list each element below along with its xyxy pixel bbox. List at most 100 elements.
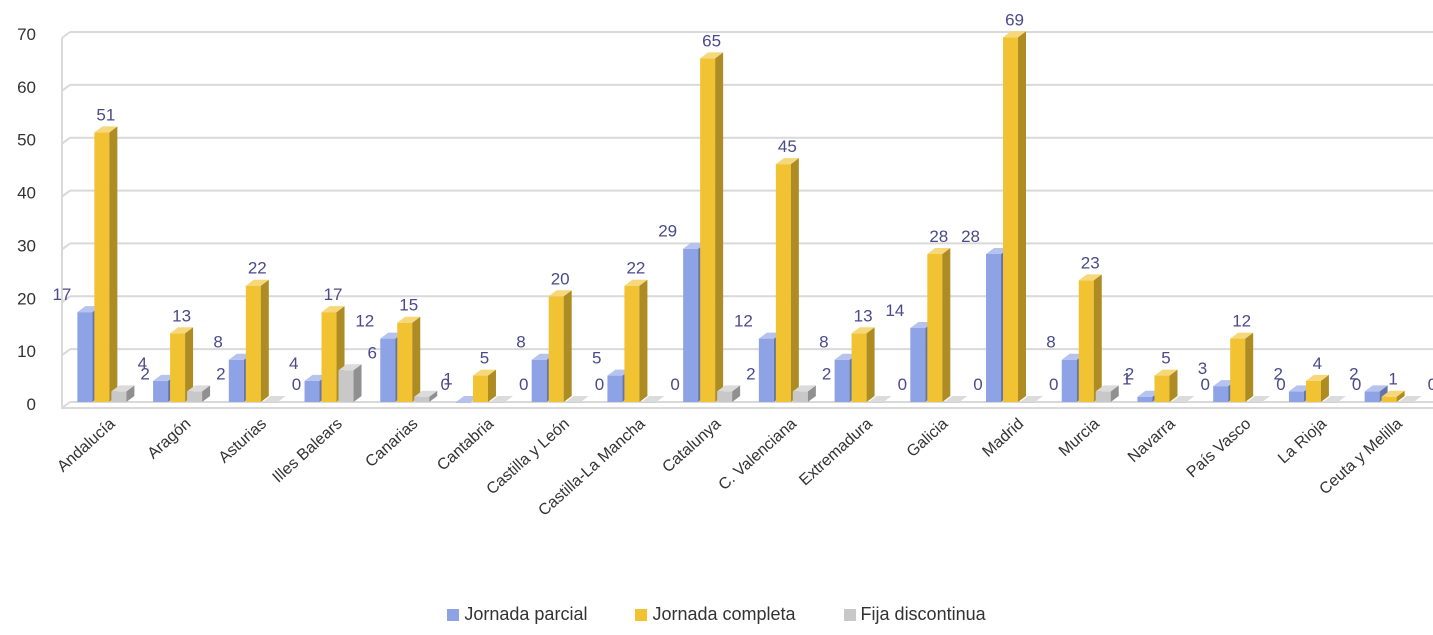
bar-side — [715, 52, 724, 403]
x-tick-label: Catalunya — [659, 415, 724, 476]
data-label: 65 — [702, 31, 721, 50]
bar-side — [942, 248, 951, 402]
bar-side — [866, 327, 875, 402]
bar-top — [1078, 274, 1102, 281]
gridline-slant — [61, 295, 71, 304]
bar — [1154, 369, 1178, 402]
bar — [851, 327, 875, 402]
bar — [1003, 31, 1027, 403]
bar-front — [1154, 375, 1170, 402]
bar-side — [412, 316, 421, 402]
data-label: 69 — [1005, 10, 1024, 29]
gridline-slant — [61, 31, 71, 39]
legend-item-completa: Jornada completa — [635, 604, 796, 625]
bar-side — [1018, 31, 1027, 403]
bar-top — [1398, 396, 1422, 402]
bar-top — [472, 369, 496, 376]
x-tick-label: Galicia — [904, 415, 952, 460]
data-label: 5 — [592, 349, 601, 368]
bar — [262, 396, 286, 403]
data-label: 22 — [248, 259, 267, 278]
bar-front — [1003, 37, 1019, 403]
bar-side — [1245, 332, 1254, 402]
gridline-slant — [61, 401, 71, 409]
data-label: 0 — [595, 375, 604, 394]
gridline-slant — [61, 242, 71, 251]
bar-front — [1095, 391, 1111, 402]
data-label: 4 — [289, 354, 298, 373]
bar-side — [487, 369, 496, 402]
bar-side — [109, 126, 118, 402]
bar — [624, 279, 648, 402]
bar-front — [834, 359, 850, 402]
bar — [414, 390, 438, 402]
data-label: 12 — [1232, 312, 1251, 331]
data-label: 3 — [1198, 359, 1207, 378]
bar-front — [94, 132, 110, 402]
bar-top — [338, 364, 362, 371]
data-label: 13 — [172, 306, 191, 325]
bar-front — [262, 402, 278, 403]
data-label: 1 — [443, 370, 452, 389]
bar-front — [758, 338, 774, 402]
bar-top — [851, 327, 875, 334]
bar — [1247, 396, 1271, 403]
bar-front — [1305, 380, 1321, 402]
bar-top — [1095, 385, 1119, 392]
bar-front — [153, 380, 169, 402]
bar-front — [1398, 402, 1414, 403]
bar — [717, 385, 741, 402]
bar-top — [700, 52, 724, 59]
x-tick-label: Andalucía — [54, 415, 118, 475]
data-label: 2 — [822, 364, 831, 383]
data-label: 22 — [626, 259, 645, 278]
bar-front — [927, 254, 943, 402]
bar — [489, 396, 513, 403]
bar-front — [1381, 396, 1397, 402]
y-tick-label: 30 — [17, 236, 36, 255]
x-tick-label: La Rioja — [1275, 415, 1330, 467]
y-tick-label: 20 — [17, 289, 36, 308]
bar-front — [624, 285, 640, 402]
bar — [170, 327, 194, 402]
legend-label-completa: Jornada completa — [652, 604, 796, 624]
data-label: 20 — [551, 269, 570, 288]
bar — [1078, 274, 1102, 402]
data-label: 8 — [1046, 333, 1055, 352]
bar-top — [170, 327, 194, 334]
bar-top — [1364, 385, 1388, 392]
bar — [187, 385, 211, 402]
bar-front — [1137, 396, 1153, 402]
bar-front — [641, 402, 657, 403]
bar-side — [202, 385, 211, 402]
bar-side — [1093, 274, 1102, 402]
bar-front — [1288, 391, 1304, 402]
bar-front — [1078, 280, 1094, 402]
bar-side — [1169, 369, 1178, 402]
bar-front — [717, 391, 733, 402]
x-tick-label: Ceuta y Melilla — [1316, 415, 1405, 498]
gridline-slant — [61, 348, 71, 356]
gridline-slant — [61, 84, 71, 92]
data-label: 8 — [516, 333, 525, 352]
bar-top — [262, 396, 286, 402]
bar-side — [429, 390, 438, 402]
bar — [1095, 385, 1119, 402]
y-tick-label: 0 — [27, 395, 36, 414]
data-label: 0 — [898, 375, 907, 394]
bar-top — [565, 396, 589, 402]
x-tick-label: Aragón — [145, 415, 195, 462]
y-tick-label: 10 — [17, 342, 36, 361]
bar — [245, 279, 269, 402]
bar-front — [531, 359, 547, 402]
bar-front — [414, 396, 430, 402]
bar-side — [185, 327, 194, 402]
bar-top — [1020, 396, 1044, 402]
bar-front — [77, 312, 93, 402]
x-tick-label: Canarias — [362, 415, 421, 470]
bar-front — [792, 391, 808, 402]
bar-front — [548, 296, 564, 402]
bar-top — [1381, 390, 1405, 397]
x-tick-label: Murcia — [1056, 415, 1103, 460]
y-tick-label: 60 — [17, 78, 36, 97]
